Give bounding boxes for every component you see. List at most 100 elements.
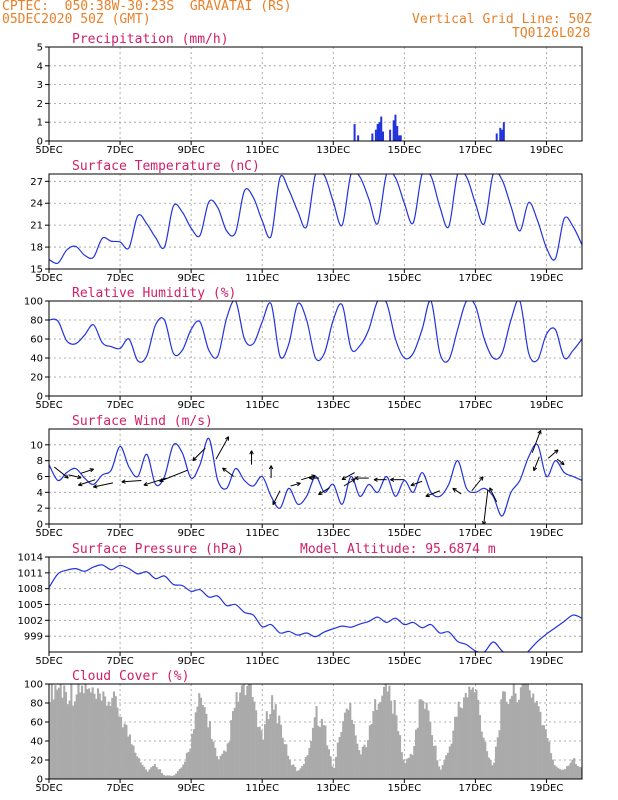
cloud-bar bbox=[470, 689, 473, 779]
precip-bar bbox=[353, 124, 356, 141]
wind-arrow bbox=[192, 447, 206, 461]
x-tick-label: 19DEC bbox=[530, 145, 564, 156]
header-location: CPTEC: 050:38W-30:23S GRAVATAI (RS) bbox=[2, 0, 292, 14]
wind-arrow bbox=[452, 487, 462, 495]
y-tick-label: 80 bbox=[30, 316, 43, 327]
cloud-bar bbox=[512, 684, 515, 779]
cloud-bar bbox=[134, 752, 137, 779]
wind-arrow-head bbox=[272, 500, 277, 506]
wind-arrow bbox=[531, 430, 542, 453]
panel-frame bbox=[48, 173, 583, 270]
cloud-bar bbox=[425, 702, 428, 779]
x-tick-label: 17DEC bbox=[459, 656, 493, 667]
cloud-bar bbox=[157, 769, 160, 779]
panel-frame bbox=[48, 683, 583, 780]
cloud-bar bbox=[77, 684, 80, 779]
cloud-bar bbox=[484, 742, 487, 779]
x-tick-label: 5DEC bbox=[35, 528, 62, 539]
precip-bar bbox=[501, 129, 504, 141]
y-tick-label: 0 bbox=[37, 392, 43, 403]
cloud-bar bbox=[452, 730, 455, 779]
series-pressure bbox=[49, 564, 582, 652]
wind-arrow-head bbox=[268, 465, 274, 470]
cloud-bar bbox=[518, 699, 521, 779]
cloud-bar bbox=[381, 695, 384, 779]
x-tick-label: 15DEC bbox=[387, 528, 421, 539]
cloud-bar bbox=[301, 765, 304, 779]
wind-arrow-head bbox=[560, 460, 565, 466]
x-tick-label: 15DEC bbox=[387, 145, 421, 156]
cloud-bar bbox=[507, 704, 510, 779]
cloud-bar bbox=[503, 691, 506, 779]
cloud-bar bbox=[153, 764, 156, 779]
cloud-bar bbox=[457, 701, 460, 779]
cloud-bar bbox=[555, 766, 558, 779]
cloud-bar bbox=[226, 743, 229, 779]
cloud-bar bbox=[526, 684, 529, 779]
cloud-bar bbox=[107, 701, 110, 779]
cloud-bar bbox=[574, 764, 577, 779]
cloud-bar bbox=[361, 746, 364, 779]
cloud-bar bbox=[160, 773, 164, 779]
wind-arrow-head bbox=[89, 468, 94, 473]
cloud-bar bbox=[486, 751, 489, 779]
wind-arrow bbox=[222, 467, 235, 477]
wind-arrow-head bbox=[93, 484, 98, 489]
cloud-bar bbox=[443, 759, 446, 779]
wind-arrow bbox=[489, 487, 498, 503]
cloud-bar bbox=[523, 684, 526, 779]
cloud-bar bbox=[422, 700, 425, 779]
y-tick-label: 60 bbox=[30, 718, 43, 729]
cloud-bar bbox=[198, 693, 201, 779]
cloud-bar bbox=[260, 730, 263, 779]
cloud-bar bbox=[102, 691, 105, 779]
cloud-bar bbox=[432, 745, 435, 779]
cloud-bar bbox=[372, 711, 375, 779]
cloud-bar bbox=[216, 756, 219, 779]
cloud-bar bbox=[253, 701, 256, 779]
cloud-bar bbox=[162, 774, 165, 779]
x-tick-label: 13DEC bbox=[316, 400, 350, 411]
cloud-bar bbox=[269, 713, 272, 779]
cloud-bar bbox=[208, 720, 211, 779]
cloud-bar bbox=[414, 729, 418, 779]
cloud-bar bbox=[57, 687, 60, 779]
wind-arrow bbox=[121, 479, 142, 483]
cloud-bar bbox=[303, 763, 306, 779]
cloud-bar bbox=[304, 756, 307, 779]
cloud-bar bbox=[189, 748, 192, 779]
x-tick-label: 19DEC bbox=[530, 656, 564, 667]
y-tick-label: 80 bbox=[30, 699, 43, 710]
cloud-bar bbox=[420, 699, 423, 779]
x-tick-label: 13DEC bbox=[316, 528, 350, 539]
cloud-bar bbox=[290, 765, 293, 779]
precip-bar bbox=[399, 135, 402, 141]
cloud-bar bbox=[175, 773, 178, 779]
x-tick-label: 9DEC bbox=[177, 145, 204, 156]
cloud-bar bbox=[331, 766, 334, 779]
cloud-bar bbox=[127, 736, 130, 779]
cloud-bar bbox=[324, 725, 327, 779]
header-model-code: TQ0126L028 bbox=[512, 26, 591, 41]
x-tick-label: 17DEC bbox=[459, 273, 493, 284]
cloud-bar bbox=[95, 698, 98, 779]
cloud-bar bbox=[263, 724, 267, 779]
cloud-bar bbox=[70, 684, 73, 779]
y-tick-label: 15 bbox=[30, 265, 43, 276]
cloud-bar bbox=[278, 715, 281, 779]
x-tick-label: 13DEC bbox=[316, 273, 350, 284]
cloud-bar bbox=[196, 706, 199, 779]
cloud-bar bbox=[335, 756, 338, 779]
cloud-bar bbox=[52, 699, 55, 779]
cloud-bar bbox=[118, 716, 121, 779]
precip-bar bbox=[382, 131, 385, 141]
cloud-bar bbox=[342, 721, 345, 779]
cloud-bar bbox=[288, 759, 291, 779]
series-precip bbox=[353, 114, 505, 141]
precip-bar bbox=[380, 116, 383, 141]
wind-arrow-head bbox=[249, 450, 254, 455]
x-tick-label: 5DEC bbox=[35, 656, 62, 667]
y-tick-label: 4 bbox=[37, 61, 43, 72]
cloud-bar bbox=[114, 696, 117, 779]
cloud-bar bbox=[231, 711, 235, 779]
